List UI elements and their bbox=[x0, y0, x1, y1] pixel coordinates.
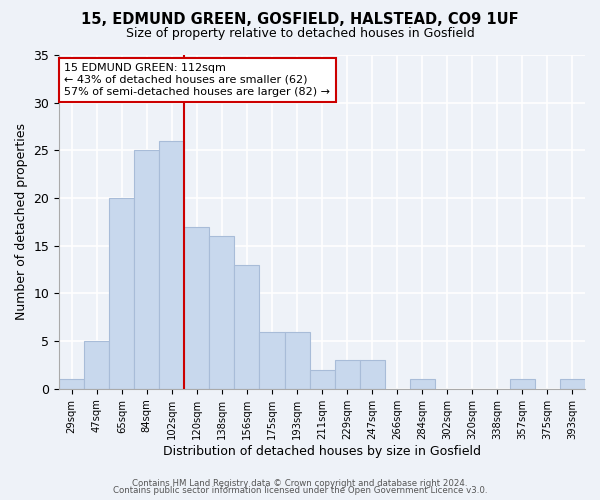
Bar bbox=[259, 332, 284, 389]
Bar bbox=[134, 150, 160, 389]
Bar bbox=[235, 265, 259, 389]
Bar bbox=[209, 236, 235, 389]
Bar bbox=[184, 226, 209, 389]
Bar bbox=[359, 360, 385, 389]
Text: 15, EDMUND GREEN, GOSFIELD, HALSTEAD, CO9 1UF: 15, EDMUND GREEN, GOSFIELD, HALSTEAD, CO… bbox=[81, 12, 519, 28]
Text: Contains public sector information licensed under the Open Government Licence v3: Contains public sector information licen… bbox=[113, 486, 487, 495]
Bar bbox=[109, 198, 134, 389]
Bar bbox=[59, 380, 84, 389]
Bar bbox=[335, 360, 359, 389]
Bar bbox=[160, 141, 184, 389]
Y-axis label: Number of detached properties: Number of detached properties bbox=[15, 124, 28, 320]
Text: 15 EDMUND GREEN: 112sqm
← 43% of detached houses are smaller (62)
57% of semi-de: 15 EDMUND GREEN: 112sqm ← 43% of detache… bbox=[64, 64, 331, 96]
X-axis label: Distribution of detached houses by size in Gosfield: Distribution of detached houses by size … bbox=[163, 444, 481, 458]
Bar bbox=[410, 380, 435, 389]
Bar bbox=[310, 370, 335, 389]
Bar bbox=[84, 341, 109, 389]
Bar bbox=[560, 380, 585, 389]
Text: Contains HM Land Registry data © Crown copyright and database right 2024.: Contains HM Land Registry data © Crown c… bbox=[132, 478, 468, 488]
Text: Size of property relative to detached houses in Gosfield: Size of property relative to detached ho… bbox=[125, 28, 475, 40]
Bar bbox=[510, 380, 535, 389]
Bar bbox=[284, 332, 310, 389]
